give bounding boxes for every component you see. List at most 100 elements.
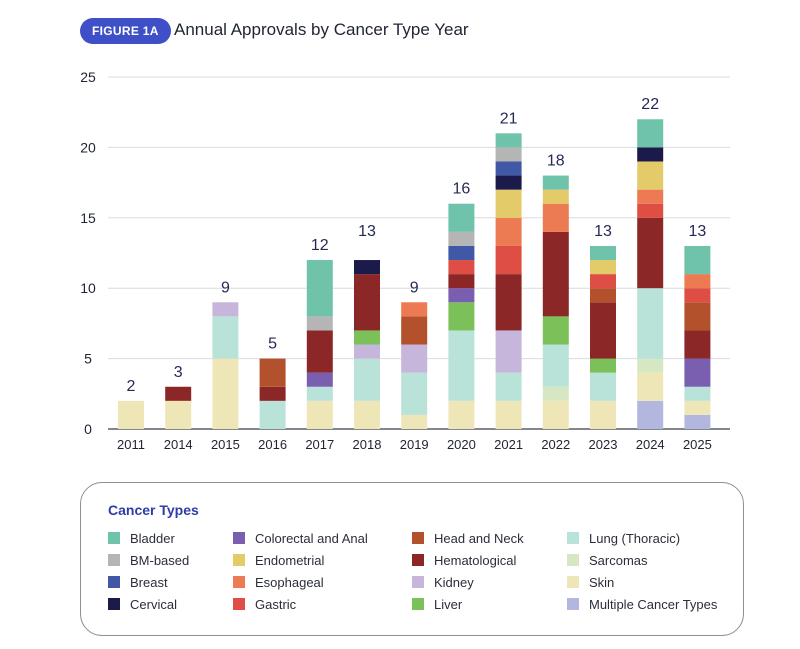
total-label-2022: 18	[547, 153, 565, 170]
bar-segment-2020-lung-thoracic	[448, 330, 475, 401]
total-label-2011: 2	[127, 378, 136, 395]
bar-segment-2021-esophageal	[495, 217, 522, 246]
bar-segment-2022-skin	[542, 400, 569, 429]
legend-swatch-lung-thoracic	[567, 532, 579, 544]
bar-segment-2018-liver	[354, 330, 380, 345]
bar-segment-2020-hematological	[448, 274, 475, 289]
total-label-2023: 13	[594, 223, 612, 240]
bar-segment-2024-bladder	[637, 119, 664, 148]
legend-label-bm-based: BM-based	[130, 552, 190, 568]
bar-segment-2019-esophageal	[401, 302, 428, 317]
legend-item-cervical: Cervical	[108, 595, 177, 613]
legend-item-gastric: Gastric	[233, 595, 296, 613]
bar-segment-2023-lung-thoracic	[590, 372, 616, 401]
bar-segment-2024-esophageal	[637, 189, 664, 204]
bar-segment-2020-colorectal-and-anal	[448, 288, 475, 303]
bar-segment-2020-skin	[448, 400, 475, 429]
total-label-2016: 5	[268, 336, 277, 353]
legend-swatch-colorectal-and-anal	[233, 532, 245, 544]
chart-title: Annual Approvals by Cancer Type Year	[174, 20, 469, 39]
x-tick-label-2015: 2015	[211, 437, 240, 452]
legend-label-breast: Breast	[130, 574, 168, 590]
legend-swatch-multiple-cancer-types	[567, 598, 579, 610]
total-label-2015: 9	[221, 279, 230, 296]
x-tick-label-2019: 2019	[400, 437, 429, 452]
bar-segment-2018-kidney	[354, 344, 380, 359]
bar-segment-2019-skin	[401, 414, 428, 429]
bar-segment-2021-bm-based	[495, 147, 522, 162]
bar-segment-2024-gastric	[637, 203, 664, 218]
bar-segment-2015-skin	[212, 358, 239, 429]
stacked-bar-chart: 0510152025220113201492015520161220171320…	[80, 69, 730, 452]
bar-segment-2025-gastric	[684, 288, 711, 303]
legend-swatch-esophageal	[233, 576, 245, 588]
legend-item-endometrial: Endometrial	[233, 551, 324, 569]
bar-segment-2021-bladder	[495, 133, 522, 148]
legend-swatch-endometrial	[233, 554, 245, 566]
legend-item-bm-based: BM-based	[108, 551, 189, 569]
legend-label-sarcomas: Sarcomas	[589, 552, 648, 568]
bar-segment-2023-hematological	[590, 302, 616, 359]
y-tick-label-25: 25	[80, 69, 96, 85]
bar-segment-2022-sarcomas	[542, 386, 569, 401]
bar-segment-2022-bladder	[542, 175, 569, 190]
bar-segment-2019-kidney	[401, 344, 428, 373]
total-label-2017: 12	[311, 237, 329, 254]
y-tick-label-0: 0	[84, 421, 92, 437]
legend-swatch-cervical	[108, 598, 120, 610]
x-tick-label-2016: 2016	[258, 437, 287, 452]
total-label-2025: 13	[689, 223, 707, 240]
figure-label-badge: FIGURE 1A	[80, 18, 171, 44]
bar-segment-2017-bladder	[306, 260, 333, 317]
bar-segment-2018-lung-thoracic	[354, 358, 380, 401]
bar-segment-2021-hematological	[495, 274, 522, 331]
bar-segment-2021-kidney	[495, 330, 522, 373]
bar-segment-2020-breast	[448, 245, 475, 261]
legend-label-bladder: Bladder	[130, 530, 175, 546]
bar-segment-2017-skin	[306, 400, 333, 429]
legend-label-multiple-cancer-types: Multiple Cancer Types	[589, 596, 718, 612]
bar-segment-2024-cervical	[637, 147, 664, 162]
x-tick-label-2017: 2017	[305, 437, 334, 452]
legend-item-multiple-cancer-types: Multiple Cancer Types	[567, 595, 717, 613]
x-tick-label-2023: 2023	[589, 437, 618, 452]
legend-item-hematological: Hematological	[412, 551, 516, 569]
legend-label-hematological: Hematological	[434, 552, 517, 568]
bar-segment-2016-lung-thoracic	[259, 400, 286, 429]
legend-item-head-and-neck: Head and Neck	[412, 529, 524, 547]
bar-segment-2025-skin	[684, 400, 711, 415]
x-tick-label-2022: 2022	[541, 437, 570, 452]
legend-label-cervical: Cervical	[130, 596, 177, 612]
bar-segment-2022-esophageal	[542, 203, 569, 232]
legend-item-breast: Breast	[108, 573, 168, 591]
bar-segment-2017-hematological	[306, 330, 333, 373]
bar-segment-2018-skin	[354, 400, 380, 429]
bar-segment-2020-bm-based	[448, 231, 475, 246]
legend-swatch-hematological	[412, 554, 424, 566]
bar-segment-2022-lung-thoracic	[542, 344, 569, 387]
bar-segment-2017-colorectal-and-anal	[306, 372, 333, 387]
bar-segment-2025-bladder	[684, 245, 711, 275]
bar-segment-2020-bladder	[448, 203, 475, 232]
legend-label-skin: Skin	[589, 574, 615, 590]
legend-swatch-kidney	[412, 576, 424, 588]
legend-title: Cancer Types	[108, 502, 199, 518]
legend-swatch-bm-based	[108, 554, 120, 566]
bar-segment-2020-liver	[448, 302, 475, 331]
bar-segment-2024-multiple-cancer-types	[637, 400, 664, 429]
legend-item-skin: Skin	[567, 573, 614, 591]
legend-label-gastric: Gastric	[255, 596, 297, 612]
legend-label-endometrial: Endometrial	[255, 552, 325, 568]
legend-swatch-liver	[412, 598, 424, 610]
bar-segment-2024-endometrial	[637, 161, 664, 190]
bar-segment-2019-lung-thoracic	[401, 372, 428, 415]
bar-segment-2015-kidney	[212, 302, 239, 317]
legend-swatch-skin	[567, 576, 579, 588]
bar-segment-2023-liver	[590, 358, 616, 373]
bar-segment-2023-bladder	[590, 245, 616, 261]
bar-segment-2022-hematological	[542, 231, 569, 317]
x-tick-label-2021: 2021	[494, 437, 523, 452]
bar-segment-2023-skin	[590, 400, 616, 429]
legend-item-colorectal-and-anal: Colorectal and Anal	[233, 529, 368, 547]
legend-label-head-and-neck: Head and Neck	[434, 530, 524, 546]
